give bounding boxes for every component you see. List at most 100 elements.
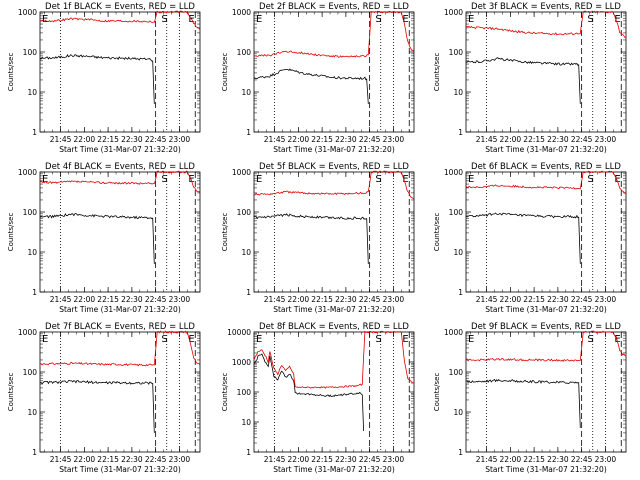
- series-line-lld: [465, 10, 626, 38]
- x-tick-label: 22:45: [359, 295, 381, 304]
- x-tick-label: 22:00: [500, 135, 522, 144]
- marker-label-s: S: [375, 334, 381, 345]
- chart-title: Det 3f BLACK = Events, RED = LLD: [471, 2, 621, 12]
- y-tick-label: 1000: [444, 168, 463, 177]
- x-axis-label: Start Time (31-Mar-07 21:32:20): [273, 145, 395, 154]
- x-axis-label: Start Time (31-Mar-07 21:32:20): [59, 145, 181, 154]
- x-tick-label: 22:45: [145, 135, 167, 144]
- x-tick-label: 21:45: [476, 455, 498, 464]
- y-tick-label: 100: [23, 368, 38, 377]
- series-line-lld: [465, 170, 627, 194]
- x-tick-label: 21:45: [264, 455, 286, 464]
- chart-panel-2: Det 2f BLACK = Events, RED = LLD 1 10 100 10…: [221, 2, 415, 154]
- y-tick-label: 10: [453, 408, 463, 417]
- series-line-lld: [253, 330, 414, 390]
- x-tick-label: 23:00: [383, 295, 405, 304]
- marker-label-e-left: E: [468, 174, 474, 185]
- y-tick-label: 100: [23, 208, 38, 217]
- marker-label-e-left: E: [42, 174, 48, 185]
- chart-title: Det 1f BLACK = Events, RED = LLD: [45, 2, 195, 12]
- y-axis-label: Counts/sec: [7, 213, 15, 252]
- chart-panel-6: Det 6f BLACK = Events, RED = LLD 1 10 100 10…: [433, 162, 627, 314]
- marker-label-e-left: E: [42, 14, 48, 25]
- x-tick-label: 22:45: [571, 295, 593, 304]
- y-tick-label: 10000: [227, 328, 251, 337]
- x-tick-label: 22:30: [335, 455, 357, 464]
- y-axis-label: Counts/sec: [433, 213, 441, 252]
- y-tick-label: 1000: [444, 8, 463, 17]
- series-line-lld: [465, 330, 627, 362]
- y-tick-label: 1000: [444, 328, 463, 337]
- y-tick-label: 1: [246, 448, 251, 457]
- x-axis-label: Start Time (31-Mar-07 21:32:20): [485, 465, 607, 474]
- y-tick-label: 1: [458, 128, 463, 137]
- chart-title: Det 5f BLACK = Events, RED = LLD: [259, 162, 409, 172]
- x-tick-label: 22:15: [523, 295, 545, 304]
- x-tick-label: 22:00: [500, 295, 522, 304]
- marker-label-e-left: E: [256, 14, 262, 25]
- x-tick-label: 21:45: [50, 135, 72, 144]
- plot-frame: [465, 171, 627, 293]
- marker-label-e-left: E: [256, 174, 262, 185]
- plot-frame: [39, 331, 201, 453]
- marker-label-e-left: E: [42, 334, 48, 345]
- marker-label-e: E: [402, 334, 408, 345]
- series-line-events: [253, 353, 364, 432]
- y-axis-label: Counts/sec: [433, 53, 441, 92]
- series-line-lld: [39, 170, 201, 194]
- marker-label-e-left: E: [256, 334, 262, 345]
- series-line-events: [253, 213, 369, 265]
- x-tick-label: 23:00: [169, 455, 191, 464]
- marker-label-e: E: [402, 174, 408, 185]
- x-tick-label: 22:45: [359, 135, 381, 144]
- x-tick-label: 22:15: [523, 135, 545, 144]
- x-tick-label: 22:00: [74, 135, 96, 144]
- y-tick-label: 10: [241, 418, 251, 427]
- plot-frame: [39, 11, 201, 133]
- x-axis-label: Start Time (31-Mar-07 21:32:20): [59, 305, 181, 314]
- chart-panel-8: Det 8f BLACK = Events, RED = LLD 1 10 100 10…: [221, 322, 415, 474]
- marker-label-s: S: [587, 14, 593, 25]
- plot-frame: [465, 11, 627, 133]
- x-tick-label: 22:30: [121, 455, 143, 464]
- x-tick-label: 22:00: [500, 455, 522, 464]
- series-line-events: [466, 57, 581, 105]
- y-tick-label: 1000: [232, 168, 251, 177]
- marker-label-e: E: [614, 14, 620, 25]
- chart-title: Det 7f BLACK = Events, RED = LLD: [45, 322, 195, 332]
- series-line-lld: [39, 10, 201, 30]
- y-tick-label: 100: [237, 48, 252, 57]
- chart-title: Det 2f BLACK = Events, RED = LLD: [259, 2, 409, 12]
- series-line-events: [465, 378, 581, 428]
- x-tick-label: 22:30: [121, 135, 143, 144]
- series-line-events: [465, 212, 581, 265]
- y-tick-label: 1000: [18, 328, 37, 337]
- y-axis-label: Counts/sec: [7, 373, 15, 412]
- y-tick-label: 1000: [232, 8, 251, 17]
- y-tick-label: 1: [246, 288, 251, 297]
- y-tick-label: 10: [241, 88, 251, 97]
- series-line-events: [39, 54, 155, 105]
- x-tick-label: 22:30: [121, 295, 143, 304]
- x-tick-label: 21:45: [476, 295, 498, 304]
- y-tick-label: 10: [27, 248, 37, 257]
- chart-panel-1: Det 1f BLACK = Events, RED = LLD 1 10 100 10…: [7, 2, 201, 154]
- x-tick-label: 22:15: [311, 135, 333, 144]
- x-tick-label: 22:45: [571, 135, 593, 144]
- y-tick-label: 10: [27, 88, 37, 97]
- y-tick-label: 1: [246, 128, 251, 137]
- y-tick-label: 100: [237, 208, 252, 217]
- chart-title: Det 6f BLACK = Events, RED = LLD: [471, 162, 621, 172]
- x-tick-label: 21:45: [50, 295, 72, 304]
- x-tick-label: 22:00: [288, 135, 310, 144]
- marker-label-e: E: [614, 334, 620, 345]
- x-axis-label: Start Time (31-Mar-07 21:32:20): [485, 145, 607, 154]
- chart-panel-4: Det 4f BLACK = Events, RED = LLD 1 10 100 10…: [7, 162, 201, 314]
- marker-label-e: E: [402, 14, 408, 25]
- y-axis-label: Counts/sec: [221, 213, 229, 252]
- chart-panel-3: Det 3f BLACK = Events, RED = LLD 1 10 100 10…: [433, 2, 627, 154]
- marker-label-e-left: E: [468, 14, 474, 25]
- x-tick-label: 23:00: [169, 135, 191, 144]
- marker-label-e-left: E: [468, 334, 474, 345]
- x-tick-label: 22:15: [523, 455, 545, 464]
